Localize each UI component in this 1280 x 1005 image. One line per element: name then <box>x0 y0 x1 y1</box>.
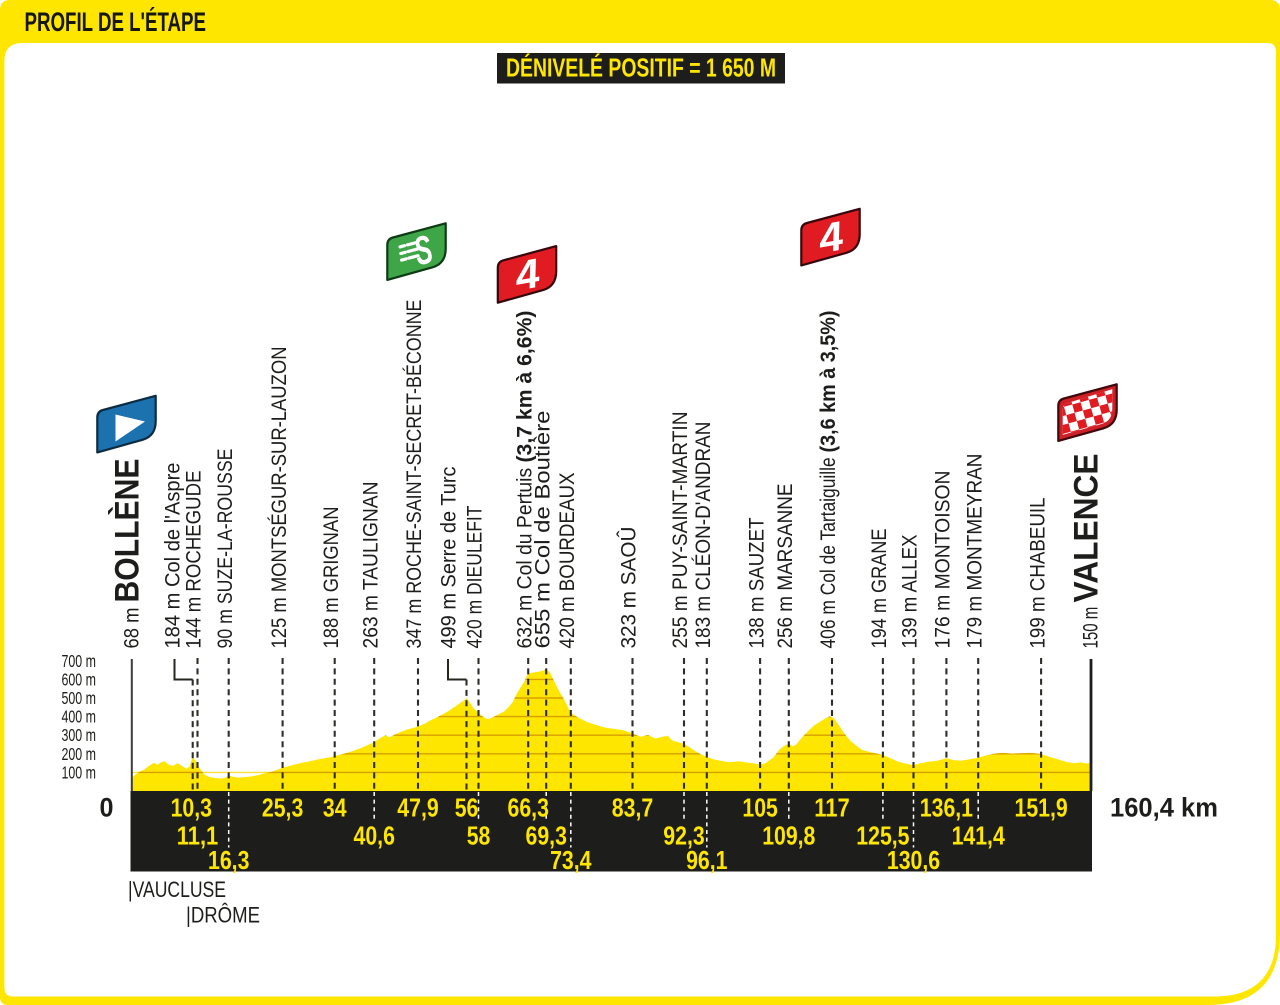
svg-text:105: 105 <box>742 793 777 823</box>
svg-text:69,3: 69,3 <box>526 821 567 851</box>
svg-text:141,4: 141,4 <box>952 821 1006 851</box>
svg-text:420 m DIEULEFIT: 420 m DIEULEFIT <box>464 505 487 648</box>
svg-text:11,1: 11,1 <box>177 821 218 851</box>
svg-text:655 m Col de Boutière: 655 m Col de Boutière <box>531 411 554 649</box>
svg-text:68 m BOLLÈNE: 68 m BOLLÈNE <box>109 459 147 649</box>
svg-text:263 m TAULIGNAN: 263 m TAULIGNAN <box>359 482 382 649</box>
svg-text:144 m ROCHEGUDE: 144 m ROCHEGUDE <box>183 471 206 649</box>
svg-text:73,4: 73,4 <box>550 845 592 875</box>
svg-text:160,4 km: 160,4 km <box>1110 793 1218 823</box>
svg-text:125 m MONTSÉGUR-SUR-LAUZON: 125 m MONTSÉGUR-SUR-LAUZON <box>268 347 291 649</box>
svg-text:139 m ALLEX: 139 m ALLEX <box>899 535 922 649</box>
svg-text:188 m GRIGNAN: 188 m GRIGNAN <box>320 507 343 649</box>
svg-text:100 m: 100 m <box>62 762 97 782</box>
svg-text:406 m Col de Tartaiguille (3,6: 406 m Col de Tartaiguille (3,6 km à 3,5%… <box>817 311 840 649</box>
svg-text:117: 117 <box>814 793 849 823</box>
svg-text:700 m: 700 m <box>62 651 97 671</box>
svg-text:184 m Col de l'Aspre: 184 m Col de l'Aspre <box>162 463 185 649</box>
svg-text:|DRÔME: |DRÔME <box>186 903 260 928</box>
svg-text:499 m Serre de Turc: 499 m Serre de Turc <box>438 467 461 649</box>
svg-text:125,5: 125,5 <box>856 821 909 851</box>
svg-text:183 m CLÉON-D'ANDRAN: 183 m CLÉON-D'ANDRAN <box>692 422 715 649</box>
svg-text:130,6: 130,6 <box>887 845 940 875</box>
svg-text:25,3: 25,3 <box>262 793 303 823</box>
svg-text:83,7: 83,7 <box>612 793 653 823</box>
svg-text:150 m VALENCE: 150 m VALENCE <box>1068 454 1106 649</box>
svg-text:|VAUCLUSE: |VAUCLUSE <box>128 877 226 902</box>
svg-text:PROFIL DE L'ÉTAPE: PROFIL DE L'ÉTAPE <box>25 7 207 37</box>
svg-text:34: 34 <box>323 793 347 823</box>
svg-text:500 m: 500 m <box>62 688 97 708</box>
svg-text:194 m GRANE: 194 m GRANE <box>868 529 891 649</box>
svg-text:256 m MARSANNE: 256 m MARSANNE <box>774 484 797 649</box>
svg-text:300 m: 300 m <box>62 725 97 745</box>
svg-text:90 m SUZE-LA-ROUSSE: 90 m SUZE-LA-ROUSSE <box>214 449 237 649</box>
svg-text:92,3: 92,3 <box>663 821 704 851</box>
svg-text:47,9: 47,9 <box>397 793 438 823</box>
svg-text:420 m BOURDEAUX: 420 m BOURDEAUX <box>556 473 579 649</box>
svg-text:58: 58 <box>467 821 491 851</box>
svg-text:10,3: 10,3 <box>171 793 212 823</box>
svg-text:347 m ROCHE-SAINT-SECRET-BÉCON: 347 m ROCHE-SAINT-SECRET-BÉCONNE <box>403 300 426 649</box>
svg-text:138 m SAUZET: 138 m SAUZET <box>745 517 768 648</box>
svg-text:151,9: 151,9 <box>1015 793 1068 823</box>
svg-text:632 m Col du Pertuis (3,7 km à: 632 m Col du Pertuis (3,7 km à 6,6%) <box>513 311 536 649</box>
svg-text:199 m CHABEUIL: 199 m CHABEUIL <box>1026 498 1049 649</box>
svg-text:40,6: 40,6 <box>354 821 395 851</box>
svg-text:176 m MONTOISON: 176 m MONTOISON <box>932 471 955 649</box>
svg-text:600 m: 600 m <box>62 669 97 689</box>
svg-text:323 m SAOÛ: 323 m SAOÛ <box>618 527 641 649</box>
svg-text:DÉNIVELÉ POSITIF = 1 650 M: DÉNIVELÉ POSITIF = 1 650 M <box>506 53 776 83</box>
svg-text:96,1: 96,1 <box>686 845 727 875</box>
svg-text:179 m MONTMEYRAN: 179 m MONTMEYRAN <box>963 454 986 649</box>
svg-text:200 m: 200 m <box>62 744 97 764</box>
svg-text:136,1: 136,1 <box>920 793 973 823</box>
svg-text:255 m PUY-SAINT-MARTIN: 255 m PUY-SAINT-MARTIN <box>669 412 692 649</box>
svg-text:66,3: 66,3 <box>508 793 549 823</box>
svg-text:56: 56 <box>455 793 479 823</box>
svg-text:16,3: 16,3 <box>208 845 249 875</box>
svg-text:400 m: 400 m <box>62 707 97 727</box>
svg-text:0: 0 <box>100 793 114 823</box>
svg-text:109,8: 109,8 <box>762 821 815 851</box>
